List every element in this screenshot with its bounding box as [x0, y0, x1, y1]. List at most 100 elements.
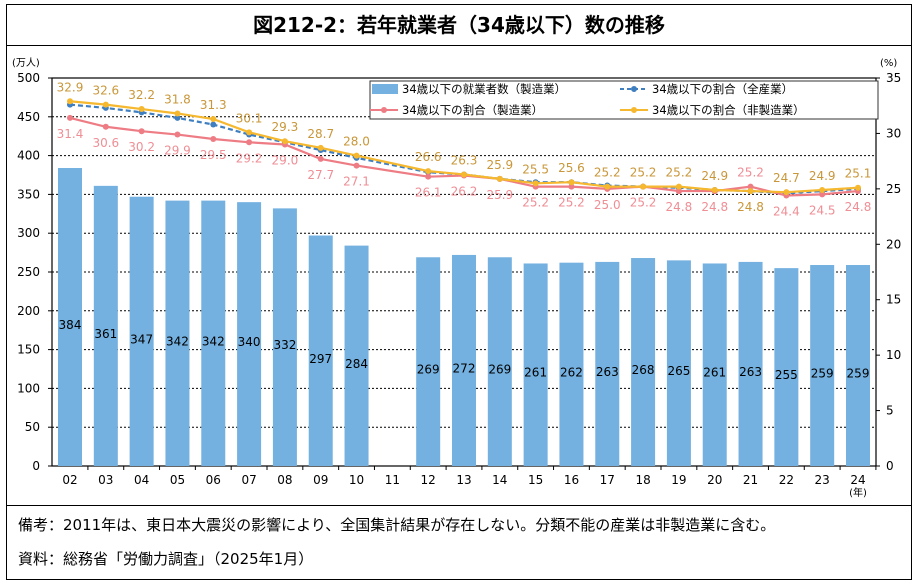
bar-label: 269 — [488, 363, 511, 377]
bar — [523, 263, 548, 466]
bar — [416, 257, 441, 466]
x-tick-label: 12 — [421, 473, 436, 487]
data-label: 29.3 — [272, 120, 299, 134]
legend-marker — [631, 86, 637, 92]
x-tick-label: 03 — [98, 473, 113, 487]
bar — [702, 263, 727, 466]
bar — [738, 261, 763, 466]
series-point — [67, 114, 73, 121]
series-point — [174, 131, 181, 138]
bar-label: 259 — [847, 367, 870, 381]
data-label: 24.9 — [809, 169, 836, 183]
right-tick-label: 35 — [886, 71, 901, 85]
x-tick-label: 23 — [815, 473, 830, 487]
data-label: 24.4 — [773, 205, 800, 219]
series-point — [67, 98, 73, 105]
left-tick-label: 300 — [17, 226, 40, 240]
bar-label: 263 — [739, 365, 762, 379]
series-point — [855, 184, 861, 191]
remarks-note: 備考：2011年は、東日本大震災の影響により、全国集計結果が存在しない。分類不能… — [18, 516, 776, 534]
series-point — [568, 179, 575, 186]
series-line — [69, 100, 859, 194]
series-point — [568, 183, 575, 190]
data-label: 25.6 — [558, 161, 585, 175]
x-tick-label: 13 — [456, 473, 471, 487]
bar — [666, 260, 691, 466]
data-label: 25.9 — [486, 158, 513, 172]
series-point — [246, 139, 253, 146]
x-tick-label: 22 — [779, 473, 794, 487]
left-tick-label: 150 — [17, 343, 40, 357]
x-tick-label: 17 — [600, 473, 615, 487]
series-point — [210, 121, 217, 128]
series-point — [640, 183, 647, 190]
bar — [93, 185, 118, 466]
data-label: 26.3 — [451, 153, 478, 167]
divider — [6, 505, 912, 506]
bar — [595, 261, 620, 466]
series-point — [102, 123, 109, 130]
left-tick-label: 500 — [17, 71, 40, 85]
bar-label: 268 — [632, 363, 655, 377]
x-tick-label: 20 — [707, 473, 722, 487]
left-tick-label: 50 — [25, 420, 40, 434]
left-tick-label: 250 — [17, 265, 40, 279]
data-label: 31.4 — [57, 127, 84, 141]
data-label: 31.3 — [200, 98, 227, 112]
data-label: 26.6 — [415, 150, 442, 164]
x-tick-label: 02 — [62, 473, 77, 487]
bar — [559, 262, 584, 466]
series-point — [711, 186, 718, 193]
bar-label: 342 — [202, 334, 225, 348]
legend — [369, 80, 879, 120]
x-tick-label: 16 — [564, 473, 579, 487]
series-point — [138, 128, 145, 135]
left-tick-label: 400 — [17, 149, 40, 163]
bar — [846, 265, 870, 466]
legend-swatch — [372, 84, 398, 94]
data-label: 25.2 — [630, 166, 657, 180]
bar-label: 255 — [775, 368, 798, 382]
data-label: 29.9 — [164, 144, 191, 158]
data-label: 30.6 — [92, 136, 119, 150]
bar — [58, 168, 82, 467]
series-point — [138, 106, 145, 113]
bar-label: 340 — [238, 335, 261, 349]
data-label: 27.1 — [343, 175, 370, 189]
figure-frame — [6, 4, 912, 580]
bar — [631, 258, 656, 466]
right-tick-label: 0 — [886, 459, 894, 473]
bar — [308, 235, 333, 466]
legend-marker — [381, 107, 387, 113]
data-label: 25.2 — [666, 166, 693, 180]
data-label: 31.8 — [164, 92, 191, 106]
data-label: 29.0 — [272, 154, 299, 168]
data-label: 25.1 — [845, 167, 872, 181]
series-point — [747, 183, 754, 190]
data-label: 26.2 — [451, 185, 478, 199]
data-label: 28.0 — [343, 135, 370, 149]
series-point — [102, 101, 109, 108]
left-tick-label: 100 — [17, 381, 40, 395]
right-tick-label: 25 — [886, 182, 901, 196]
series-point — [747, 188, 754, 195]
series-point — [353, 152, 360, 159]
series-point — [819, 186, 826, 193]
data-label: 24.9 — [701, 169, 728, 183]
bar-label: 269 — [417, 363, 440, 377]
bar-label: 297 — [309, 352, 332, 366]
bar-label: 263 — [596, 365, 619, 379]
bar-label: 261 — [703, 366, 726, 380]
x-tick-label: 21 — [743, 473, 758, 487]
right-axis-unit: (%) — [880, 58, 897, 69]
series-point — [174, 114, 181, 121]
series-point — [819, 191, 826, 198]
data-label: 29.2 — [236, 151, 263, 165]
data-label: 32.6 — [92, 84, 119, 98]
x-tick-label: 18 — [635, 473, 650, 487]
data-label: 24.8 — [666, 200, 693, 214]
series-point — [604, 183, 611, 190]
left-tick-label: 0 — [32, 459, 40, 473]
series-point — [496, 175, 503, 182]
